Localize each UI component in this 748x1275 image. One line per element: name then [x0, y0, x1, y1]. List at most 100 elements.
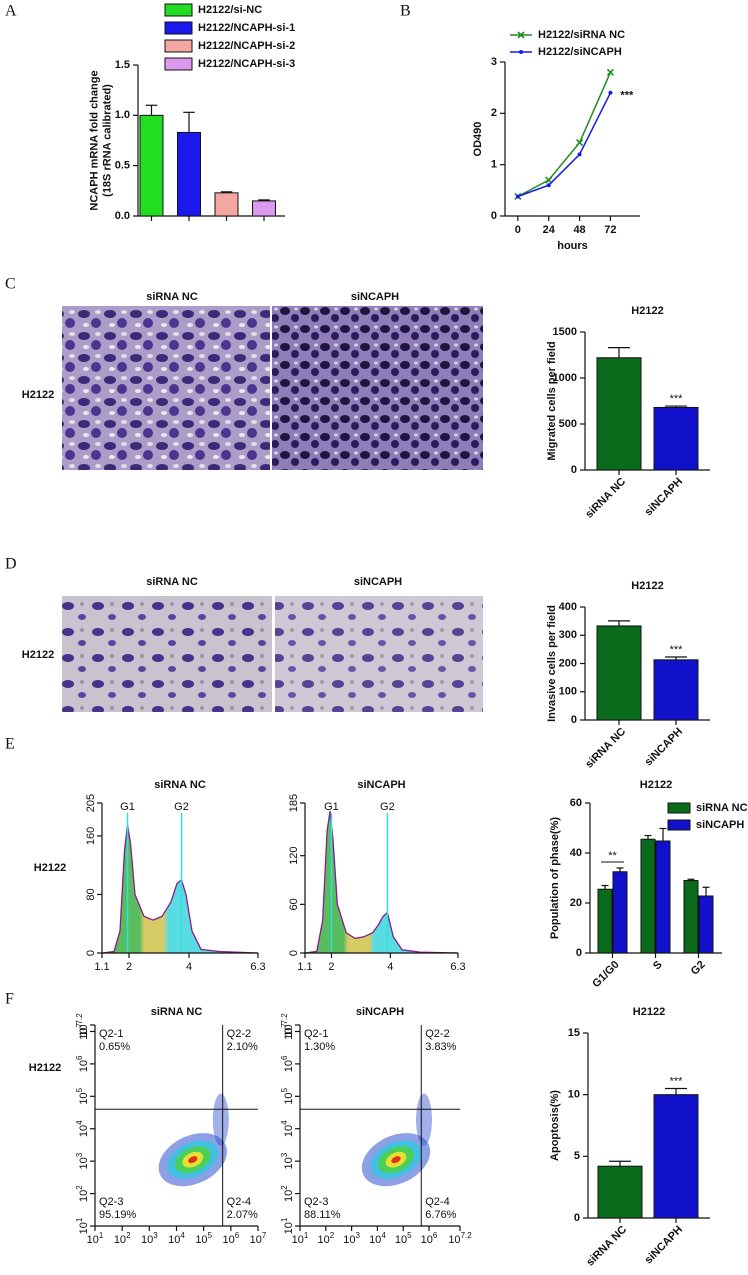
quadrant-name: Q2-1	[99, 1028, 123, 1040]
tick-label: 24	[543, 224, 556, 236]
tick-label: 1	[491, 159, 497, 171]
tick-label: 205	[85, 794, 97, 812]
quadrant-percent: 2.07%	[227, 1209, 258, 1221]
tick-label: 0.0	[115, 210, 130, 222]
point	[608, 90, 613, 95]
bar	[252, 200, 276, 217]
tick-base: 10	[421, 1234, 433, 1246]
y-axis-label: Invasive cells per field	[546, 605, 558, 722]
phase-label: G1	[120, 801, 135, 813]
x-tick-label: siNCAPH	[643, 476, 686, 519]
chart-title: H2122	[633, 1006, 665, 1018]
x-tick-label: G2	[689, 959, 708, 978]
tick-label: 106	[280, 1055, 295, 1072]
tick-label: 102	[75, 1185, 90, 1202]
bar	[597, 888, 613, 954]
tick-base: 10	[283, 1157, 295, 1169]
tick-label: 102	[280, 1185, 295, 1202]
point	[515, 194, 520, 199]
tick-label: 106	[222, 1231, 239, 1246]
tick-base: 10	[195, 1234, 207, 1246]
histogram-fill	[102, 824, 258, 953]
legend-label: H2122/si-NC	[198, 4, 262, 16]
quadrant-percent: 6.76%	[425, 1209, 456, 1221]
legend-label: H2122/NCAPH-si-3	[198, 58, 295, 70]
tick-label: 2	[491, 107, 497, 119]
annotation: ***	[670, 393, 684, 405]
panel-label: E	[5, 736, 15, 753]
bar	[655, 840, 671, 954]
chart-title: siRNA NC	[154, 779, 206, 791]
point	[545, 176, 553, 184]
tick-label: 4	[186, 961, 192, 973]
tick-label: 4	[387, 961, 393, 973]
tick-exponent: 2	[126, 1231, 131, 1240]
tick-label: 300	[559, 629, 577, 641]
quadrant-percent: 2.10%	[227, 1041, 258, 1053]
point	[519, 50, 523, 54]
tick-exponent: 3	[75, 1152, 84, 1157]
tick-label: 20	[570, 897, 582, 909]
bar	[597, 1165, 643, 1219]
tick-label: 48	[573, 224, 585, 236]
tick-exponent: 7.2	[461, 1231, 473, 1240]
event-density	[188, 1156, 198, 1164]
tick-label: 105	[395, 1231, 412, 1246]
quadrant-percent: 88.11%	[304, 1209, 341, 1221]
tick-label: 104	[75, 1120, 90, 1137]
event-density	[416, 1093, 432, 1146]
x-tick-label: siRNA NC	[584, 1224, 629, 1269]
tick-base: 10	[78, 1024, 90, 1036]
quadrant-percent: 3.83%	[425, 1041, 456, 1053]
panel-label: A	[5, 3, 17, 20]
row-label: H2122	[29, 1062, 61, 1074]
tick-label: 160	[85, 827, 97, 845]
y-axis-label: Population of phase(%)	[549, 817, 561, 940]
chart-title: H2122	[631, 580, 663, 592]
tick-base: 10	[114, 1234, 126, 1246]
annotation: ***	[670, 1075, 684, 1087]
tick-label: 120	[288, 847, 300, 865]
tick-base: 10	[448, 1234, 460, 1246]
tick-label: 0.5	[115, 160, 130, 172]
tick-exponent: 7	[280, 1023, 289, 1028]
tick-label: 6.3	[450, 961, 465, 973]
row-label: H2122	[34, 862, 66, 874]
tick-exponent: 7.2	[280, 1013, 289, 1025]
tick-exponent: 5	[280, 1087, 289, 1092]
point	[576, 139, 584, 147]
phase-label: G2	[380, 801, 395, 813]
tick-label: 100	[559, 686, 577, 698]
tick-base: 10	[78, 1157, 90, 1169]
tick-base: 10	[395, 1234, 407, 1246]
tick-label: 107	[75, 1023, 90, 1040]
tick-label: 101	[75, 1217, 90, 1234]
row-label: H2122	[22, 649, 54, 661]
tick-label: 103	[75, 1152, 90, 1169]
x-tick-label: S	[651, 959, 665, 973]
x-tick-label: siRNA NC	[583, 726, 628, 771]
bar	[596, 625, 642, 721]
column-title: siNCAPH	[351, 291, 399, 303]
tick-label: 0	[571, 464, 577, 476]
legend-label: H2122/siNCAPH	[538, 46, 622, 58]
micrograph	[275, 596, 483, 712]
tick-base: 10	[168, 1234, 180, 1246]
legend-swatch	[164, 21, 193, 35]
tick-exponent: 4	[381, 1231, 386, 1240]
tick-base: 10	[222, 1234, 234, 1246]
tick-exponent: 5	[407, 1231, 412, 1240]
panel-label: B	[400, 3, 411, 20]
quadrant-name: Q2-4	[425, 1196, 449, 1208]
quadrant-name: Q2-2	[425, 1028, 449, 1040]
tick-base: 10	[87, 1234, 99, 1246]
annotation: **	[608, 850, 617, 862]
bar	[214, 192, 239, 217]
legend-swatch	[667, 802, 691, 814]
tick-label: 1.0	[115, 109, 130, 121]
tick-label: 6.3	[250, 961, 265, 973]
point-stroke	[606, 68, 614, 76]
y-axis-label: Apoptosis(%)	[549, 1090, 561, 1161]
bar	[640, 838, 656, 954]
